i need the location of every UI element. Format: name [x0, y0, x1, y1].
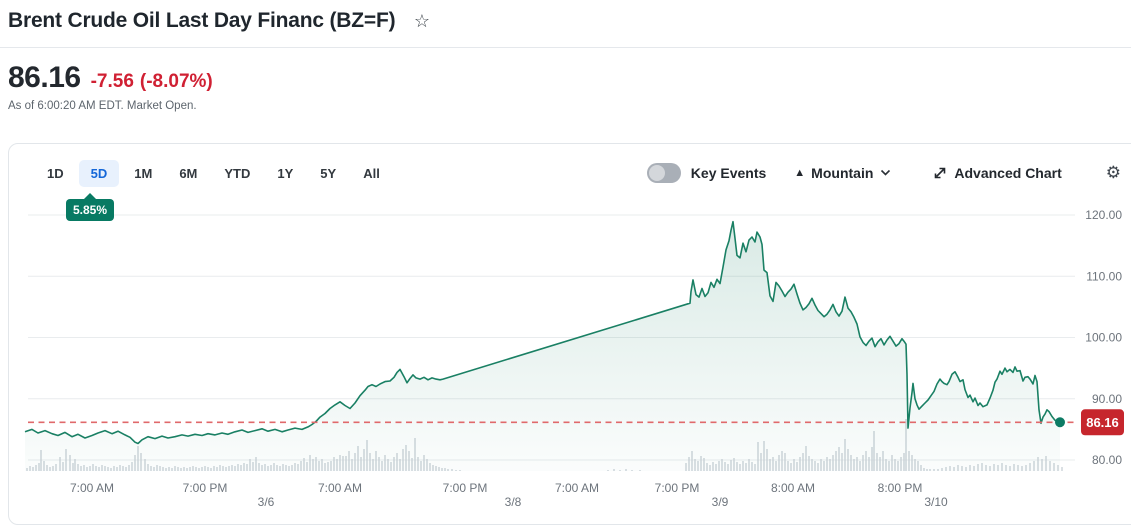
tab-ytd[interactable]: YTD [212, 160, 262, 187]
toggle-knob [648, 165, 665, 181]
range-performance-badge: 5.85% [66, 193, 115, 221]
chart-card: 1D 5D 1M 6M YTD 1Y 5Y All Key Events ▲ Mountain… [8, 143, 1131, 525]
tab-1y[interactable]: 1Y [265, 160, 305, 187]
chart-controls: Key Events ▲ Mountain Advanced Chart ⚙ [646, 163, 1123, 183]
chart-type-dropdown[interactable]: ▲ Mountain [794, 165, 891, 181]
chevron-down-icon [881, 169, 891, 176]
expand-arrow-icon [935, 167, 946, 179]
chart-type-label: Mountain [811, 165, 874, 181]
chart-toolbar: 1D 5D 1M 6M YTD 1Y 5Y All Key Events ▲ Mountain… [9, 144, 1131, 192]
tab-1d[interactable]: 1D [35, 160, 76, 187]
tab-1m[interactable]: 1M [122, 160, 164, 187]
advanced-chart-button[interactable]: Advanced Chart [933, 165, 1062, 181]
key-events-toggle[interactable] [646, 163, 681, 183]
mountain-icon: ▲ [794, 167, 806, 179]
header-divider [0, 47, 1131, 48]
tab-5d[interactable]: 5D [78, 159, 120, 187]
range-tabs: 1D 5D 1M 6M YTD 1Y 5Y All [35, 159, 392, 187]
advanced-chart-label: Advanced Chart [954, 165, 1062, 181]
quote-header: Brent Crude Oil Last Day Financ (BZ=F) ☆ [0, 0, 1131, 33]
current-price: 86.16 [8, 61, 81, 94]
watchlist-star-icon[interactable]: ☆ [413, 11, 430, 31]
as-of-timestamp: As of 6:00:20 AM EDT. Market Open. [8, 100, 197, 112]
tab-all[interactable]: All [351, 160, 392, 187]
tab-5y[interactable]: 5Y [308, 160, 348, 187]
tab-6m[interactable]: 6M [167, 160, 209, 187]
price-change-percent: (-8.07%) [139, 71, 213, 92]
settings-gear-icon[interactable]: ⚙ [1105, 163, 1121, 182]
quote-summary: 86.16 -7.56 (-8.07%) As of 6:00:20 AM ED… [0, 48, 1131, 112]
price-change: -7.56 [90, 71, 134, 92]
page-title: Brent Crude Oil Last Day Financ (BZ=F) [8, 9, 396, 32]
key-events-label: Key Events [690, 165, 767, 181]
